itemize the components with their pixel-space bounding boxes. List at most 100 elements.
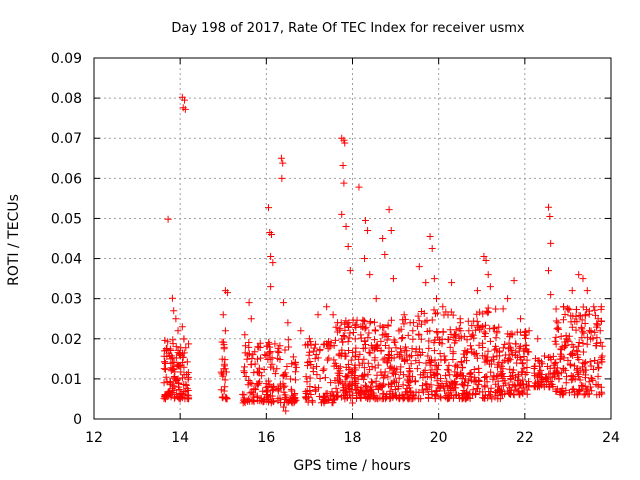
data-point: [415, 359, 423, 367]
data-point: [331, 359, 339, 367]
data-point: [316, 347, 324, 355]
data-point: [389, 275, 397, 283]
data-point: [430, 306, 438, 314]
data-point: [591, 306, 599, 314]
data-point: [338, 210, 346, 218]
data-point: [399, 395, 407, 403]
data-point: [465, 327, 473, 335]
data-point: [436, 393, 444, 401]
data-point: [558, 352, 566, 360]
data-point: [178, 374, 186, 382]
data-point: [483, 307, 491, 315]
data-point: [472, 349, 480, 357]
data-point: [482, 330, 490, 338]
data-point: [506, 343, 514, 351]
data-point: [492, 334, 500, 342]
data-point: [587, 327, 595, 335]
data-point: [368, 363, 376, 371]
data-point: [385, 351, 393, 359]
data-point: [184, 392, 192, 400]
data-point: [163, 346, 171, 354]
data-point: [586, 358, 594, 366]
data-point: [344, 243, 352, 251]
data-point: [535, 383, 543, 391]
data-point: [434, 333, 442, 341]
data-point: [385, 381, 393, 389]
data-point: [280, 403, 288, 411]
data-point: [363, 387, 371, 395]
data-point: [567, 372, 575, 380]
data-point: [457, 358, 465, 366]
data-point: [520, 353, 528, 361]
data-point: [523, 380, 530, 388]
data-point: [521, 345, 529, 353]
data-point: [585, 310, 593, 318]
data-point: [395, 374, 403, 382]
data-point: [452, 372, 460, 380]
axis-ticks: 12 14 16 18 20 22 24 0 0.01 0.02 0.03 0.04 0.05 0.06 0…: [51, 51, 620, 446]
data-point: [442, 372, 450, 380]
data-point: [254, 343, 262, 351]
data-point: [493, 352, 501, 360]
data-point: [411, 378, 419, 386]
data-point: [492, 305, 500, 313]
data-point: [483, 353, 491, 361]
data-point: [357, 334, 365, 342]
data-point: [268, 392, 276, 400]
data-point: [597, 303, 605, 311]
data-point: [366, 318, 374, 326]
data-point: [391, 338, 399, 346]
data-point: [366, 384, 374, 392]
data-point: [507, 347, 515, 355]
data-point: [168, 294, 176, 302]
data-point: [583, 287, 591, 295]
data-point: [246, 389, 254, 397]
data-point: [496, 395, 504, 403]
data-point: [568, 341, 576, 349]
data-point: [520, 364, 528, 372]
data-point: [351, 335, 359, 343]
data-point: [400, 394, 408, 402]
data-point: [446, 391, 454, 399]
data-point: [280, 299, 288, 307]
data-point: [264, 204, 272, 212]
y-tick-label: 0.02: [51, 332, 82, 348]
data-point: [465, 377, 473, 385]
data-point: [249, 390, 257, 398]
data-point: [407, 377, 415, 385]
x-tick-label: 18: [344, 430, 362, 446]
data-point: [178, 323, 186, 331]
data-point: [430, 347, 438, 355]
data-point: [395, 383, 403, 391]
data-point: [486, 283, 494, 291]
data-point: [241, 342, 249, 350]
data-point: [361, 255, 369, 263]
data-point: [480, 328, 488, 336]
data-point: [564, 304, 572, 312]
data-point: [315, 393, 323, 401]
data-point: [373, 341, 381, 349]
data-point: [183, 391, 191, 399]
data-point: [368, 378, 376, 386]
data-point: [479, 322, 487, 330]
data-point: [289, 353, 297, 361]
data-point: [568, 287, 576, 295]
data-point: [579, 339, 587, 347]
data-point: [260, 366, 268, 374]
data-point: [479, 344, 487, 352]
data-point: [440, 311, 448, 319]
data-point: [552, 305, 560, 313]
data-point: [261, 351, 269, 359]
data-point: [424, 352, 432, 360]
data-point: [358, 371, 366, 379]
data-point: [481, 394, 489, 402]
x-tick-label: 12: [85, 430, 103, 446]
data-point: [409, 335, 417, 343]
data-point: [466, 342, 474, 350]
data-point: [481, 321, 489, 329]
data-point: [426, 232, 434, 240]
data-point: [569, 373, 577, 381]
data-point: [281, 346, 289, 354]
data-point: [473, 385, 481, 393]
